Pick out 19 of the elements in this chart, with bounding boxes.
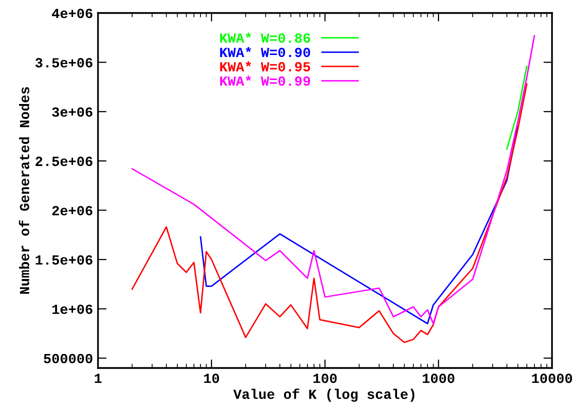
y-axis-title: Number of Generated Nodes bbox=[18, 87, 30, 294]
legend-label: KWA* W=0.95 bbox=[220, 61, 310, 72]
y-tick-label: 3.5e+06 bbox=[35, 58, 92, 68]
y-tick-label: 2.5e+06 bbox=[36, 156, 92, 166]
legend-label: KWA* W=0.90 bbox=[220, 46, 310, 58]
x-tick-label: 1 bbox=[94, 374, 102, 383]
x-tick-label: 100 bbox=[313, 374, 337, 384]
y-tick-label: 4e+06 bbox=[52, 8, 92, 18]
x-tick-label: 10000 bbox=[532, 374, 572, 384]
y-tick-label: 2e+06 bbox=[52, 206, 92, 216]
x-tick-label: 1000 bbox=[422, 374, 454, 384]
y-tick-label: 500000 bbox=[44, 354, 92, 364]
x-axis-title: Value of K (log scale) bbox=[233, 388, 414, 402]
legend-label: KWA* W=0.86 bbox=[220, 32, 310, 43]
y-tick-label: 1.5e+06 bbox=[36, 255, 92, 265]
y-tick-label: 1e+06 bbox=[52, 304, 92, 314]
x-tick-label: 10 bbox=[204, 374, 220, 384]
y-tick-label: 3e+06 bbox=[52, 107, 92, 117]
legend-label: KWA* W=0.99 bbox=[220, 76, 310, 86]
